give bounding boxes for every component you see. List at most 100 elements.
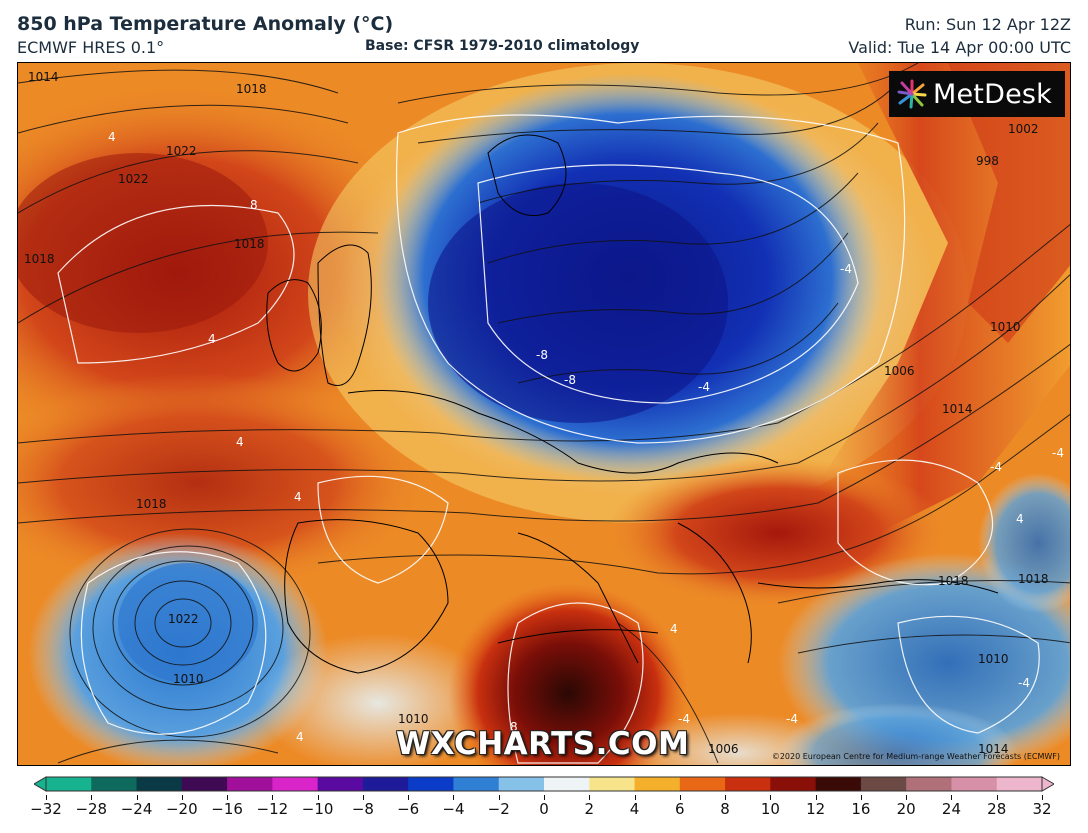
anomaly-label: 4 xyxy=(1016,512,1024,526)
isobar-label: 1018 xyxy=(136,497,167,511)
isobar-label: 1018 xyxy=(24,252,55,266)
colorbar-segment xyxy=(544,777,590,791)
colorbar-tick-mark xyxy=(181,795,183,800)
colorbar-tick-mark xyxy=(1042,795,1043,800)
colorbar-segment xyxy=(996,777,1043,791)
colorbar-segment xyxy=(815,777,862,791)
isobar-label: 1010 xyxy=(990,320,1021,334)
isobar-label: 1022 xyxy=(166,144,197,158)
anomaly-label: 4 xyxy=(208,332,216,346)
isobar-label: 1018 xyxy=(234,237,265,251)
colorbar-tick-mark xyxy=(362,795,364,800)
colorbar-tick-mark xyxy=(498,795,500,800)
colorbar-segment xyxy=(408,777,454,791)
colorbar-tick-label: 6 xyxy=(675,800,685,818)
colorbar-tick-label: −6 xyxy=(397,800,420,818)
map-canvas: 1014 1018 1022 1018 1018 1018 1010 1006 1010 1014… xyxy=(18,63,1070,765)
colorbar-segment xyxy=(453,777,500,791)
anomaly-label: -4 xyxy=(1018,676,1030,690)
colorbar-tick-mark xyxy=(317,795,319,800)
colorbar-tick-mark xyxy=(860,795,862,800)
isobar-label: 1010 xyxy=(978,652,1009,666)
anomaly-label: -8 xyxy=(564,373,576,387)
colorbar-segment xyxy=(860,777,907,791)
anomaly-label: -4 xyxy=(698,380,710,394)
model-label: ECMWF HRES 0.1° xyxy=(17,38,165,57)
colorbar-segment xyxy=(679,777,726,791)
isobar-label: 1022 xyxy=(118,172,149,186)
colorbar-segment xyxy=(46,777,92,791)
colorbar-tick-label: −8 xyxy=(351,800,374,818)
colorbar-tick-mark xyxy=(725,795,727,800)
colorbar-tick-label: 10 xyxy=(760,800,780,818)
colorbar xyxy=(34,776,1054,792)
run-time-label: Run: Sun 12 Apr 12Z xyxy=(904,15,1071,34)
colorbar-tick-mark xyxy=(770,795,772,800)
isobar-label: 1018 xyxy=(938,574,969,588)
colorbar-tick-label: −28 xyxy=(75,800,108,818)
isobar-label: 1022 xyxy=(168,612,199,626)
colorbar-tick-label: 24 xyxy=(941,800,961,818)
colorbar-tick-mark xyxy=(951,795,953,800)
colorbar-tick-label: 16 xyxy=(851,800,871,818)
isobar-label: 1010 xyxy=(398,712,429,726)
isobar-label: 1010 xyxy=(173,672,204,686)
colorbar-segment xyxy=(589,777,636,791)
anomaly-label: -8 xyxy=(536,348,548,362)
colorbar-segment xyxy=(362,777,409,791)
colorbar-tick-label: −2 xyxy=(487,800,510,818)
colorbar-tick-mark xyxy=(91,795,93,800)
colorbar-tick-mark xyxy=(46,795,47,800)
colorbar-tick-mark xyxy=(408,795,410,800)
anomaly-label: 4 xyxy=(294,490,302,504)
colorbar-ticks: −32 −28 −24 −20 −16 −12 −10 −8 −6 −4 −2 0 2 4 6 8 10 12 16… xyxy=(0,795,1088,825)
copyright-notice: ©2020 European Centre for Medium-range W… xyxy=(771,752,1060,761)
colorbar-tick-mark xyxy=(453,795,455,800)
coastlines xyxy=(266,134,999,674)
anomaly-label: -4 xyxy=(786,712,798,726)
wxcharts-watermark: WXCHARTS.COM xyxy=(396,726,690,762)
isobar-label: 1014 xyxy=(978,742,1009,756)
colorbar-tick-label: 4 xyxy=(629,800,640,818)
colorbar-segment xyxy=(181,777,228,791)
colorbar-tick-mark xyxy=(996,795,998,800)
colorbar-tick-mark xyxy=(589,795,591,800)
isobar-label: 1014 xyxy=(28,70,59,84)
colorbar-tick-label: 8 xyxy=(720,800,730,818)
climatology-base-label: Base: CFSR 1979-2010 climatology xyxy=(365,38,640,54)
anomaly-label: 4 xyxy=(296,730,304,744)
colorbar-tick-label: 20 xyxy=(896,800,916,818)
colorbar-tick-label: 28 xyxy=(987,800,1007,818)
isobar-label: 1018 xyxy=(1018,572,1049,586)
metdesk-logo-mark-icon xyxy=(897,79,927,109)
colorbar-tick-label: −32 xyxy=(30,800,62,818)
colorbar-tick-label: −16 xyxy=(211,800,243,818)
colorbar-tick-mark xyxy=(906,795,908,800)
colorbar-tick-label: −4 xyxy=(442,800,465,818)
colorbar-tick-label: 2 xyxy=(584,800,595,818)
colorbar-segment xyxy=(634,777,681,791)
colorbar-tick-label: −12 xyxy=(256,800,289,818)
colorbar-tick-label: 32 xyxy=(1032,800,1052,818)
colorbar-tick-label: −10 xyxy=(301,800,334,818)
anomaly-label: -4 xyxy=(678,712,690,726)
colorbar-tick-mark xyxy=(544,795,545,800)
colorbar-tick-label: 12 xyxy=(806,800,826,818)
valid-time-label: Valid: Tue 14 Apr 00:00 UTC xyxy=(848,38,1071,57)
anomaly-label: 4 xyxy=(108,130,116,144)
metdesk-logo: MetDesk xyxy=(889,71,1065,117)
colorbar-tick-mark xyxy=(227,795,229,800)
isobar-label: 998 xyxy=(976,154,999,168)
isobar-label: 1014 xyxy=(942,402,973,416)
anomaly-labels: 4 8 4 4 4 -8 -8 -4 -4 -4 -4 4 8 -4 -4 4 4 -4 xyxy=(108,130,1064,744)
isobar-label: 1002 xyxy=(1008,122,1039,136)
anomaly-label: 4 xyxy=(236,435,244,449)
colorbar-max-arrow xyxy=(1041,776,1054,792)
colorbar-tick-label: −24 xyxy=(120,800,153,818)
colorbar-segment xyxy=(498,777,545,791)
metdesk-logo-text: MetDesk xyxy=(933,78,1052,110)
colorbar-segment xyxy=(272,777,319,791)
colorbar-min-arrow xyxy=(34,776,47,792)
colorbar-segment xyxy=(770,777,817,791)
isobar-label: 1006 xyxy=(884,364,915,378)
